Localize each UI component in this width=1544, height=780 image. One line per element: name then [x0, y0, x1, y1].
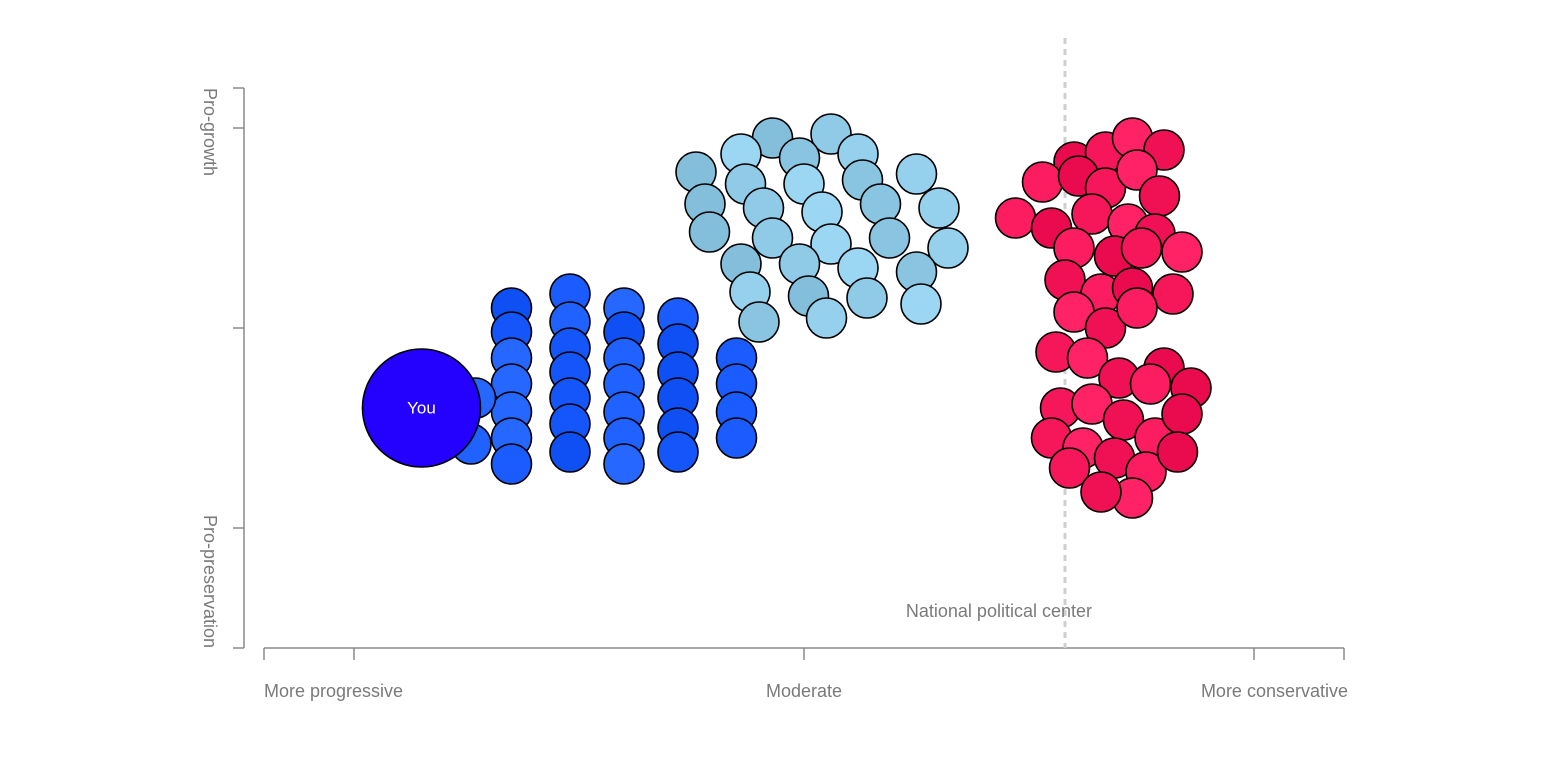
bubble-point[interactable] — [810, 223, 852, 265]
bubble-point[interactable] — [846, 277, 888, 319]
bubble-point[interactable] — [895, 153, 938, 195]
bubble-point[interactable] — [715, 417, 758, 459]
bubble-point[interactable] — [900, 283, 942, 325]
bubble-point[interactable] — [1116, 287, 1158, 329]
x-label-conservative: More conservative — [1201, 681, 1348, 701]
bubble-point[interactable] — [927, 227, 969, 269]
bubble-point[interactable] — [549, 431, 591, 473]
you-bubble[interactable]: You — [361, 348, 482, 468]
bubble-point[interactable] — [1156, 431, 1199, 473]
x-label-progressive: More progressive — [264, 681, 403, 701]
bubble-point[interactable] — [994, 197, 1037, 239]
bubble-point[interactable] — [805, 297, 848, 339]
bubble-point[interactable] — [1138, 175, 1181, 217]
national-center-label: National political center — [906, 601, 1092, 621]
bubble-point[interactable] — [490, 443, 533, 485]
bubble-point[interactable] — [688, 211, 731, 253]
bubble-group — [423, 113, 1212, 519]
bubble-point[interactable] — [1021, 161, 1064, 203]
bubble-point[interactable] — [1066, 337, 1109, 379]
bubble-point[interactable] — [1161, 231, 1203, 273]
you-marker[interactable] — [361, 348, 482, 468]
bubble-point[interactable] — [1080, 471, 1122, 513]
bubble-point[interactable] — [1152, 273, 1194, 315]
bubble-point[interactable] — [751, 217, 794, 259]
x-label-moderate: Moderate — [766, 681, 842, 701]
bubble-point[interactable] — [918, 187, 960, 229]
bubble-point[interactable] — [1120, 227, 1163, 269]
you-label: You — [407, 399, 436, 418]
bubble-point[interactable] — [738, 301, 780, 343]
bubble-point[interactable] — [1161, 393, 1203, 435]
bubble-point[interactable] — [1129, 363, 1172, 405]
bubble-point[interactable] — [603, 443, 645, 485]
bubble-point[interactable] — [1048, 447, 1091, 489]
y-label-pro-preservation: Pro-preservation — [200, 515, 220, 648]
y-label-pro-growth: Pro-growth — [200, 88, 220, 176]
bubble-point[interactable] — [657, 431, 699, 473]
bubble-point[interactable] — [868, 217, 911, 259]
